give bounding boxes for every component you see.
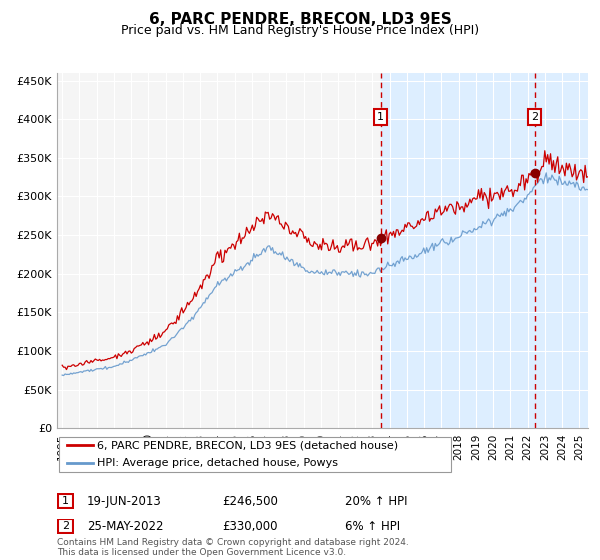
Text: 25-MAY-2022: 25-MAY-2022 [87, 520, 163, 533]
Text: HPI: Average price, detached house, Powys: HPI: Average price, detached house, Powy… [97, 458, 338, 468]
Text: 6, PARC PENDRE, BRECON, LD3 9ES (detached house): 6, PARC PENDRE, BRECON, LD3 9ES (detache… [97, 440, 398, 450]
Text: £330,000: £330,000 [222, 520, 277, 533]
FancyBboxPatch shape [58, 494, 73, 508]
Text: Price paid vs. HM Land Registry's House Price Index (HPI): Price paid vs. HM Land Registry's House … [121, 24, 479, 37]
Text: 2: 2 [62, 521, 69, 531]
Text: 20% ↑ HPI: 20% ↑ HPI [345, 494, 407, 508]
Text: 6, PARC PENDRE, BRECON, LD3 9ES: 6, PARC PENDRE, BRECON, LD3 9ES [149, 12, 451, 27]
Text: 19-JUN-2013: 19-JUN-2013 [87, 494, 162, 508]
Text: 1: 1 [62, 496, 69, 506]
Text: 1: 1 [377, 112, 384, 122]
Text: Contains HM Land Registry data © Crown copyright and database right 2024.
This d: Contains HM Land Registry data © Crown c… [57, 538, 409, 557]
Text: 6% ↑ HPI: 6% ↑ HPI [345, 520, 400, 533]
Text: £246,500: £246,500 [222, 494, 278, 508]
FancyBboxPatch shape [59, 437, 451, 472]
Text: 2: 2 [531, 112, 538, 122]
Bar [380, 73, 600, 428]
FancyBboxPatch shape [58, 519, 73, 534]
